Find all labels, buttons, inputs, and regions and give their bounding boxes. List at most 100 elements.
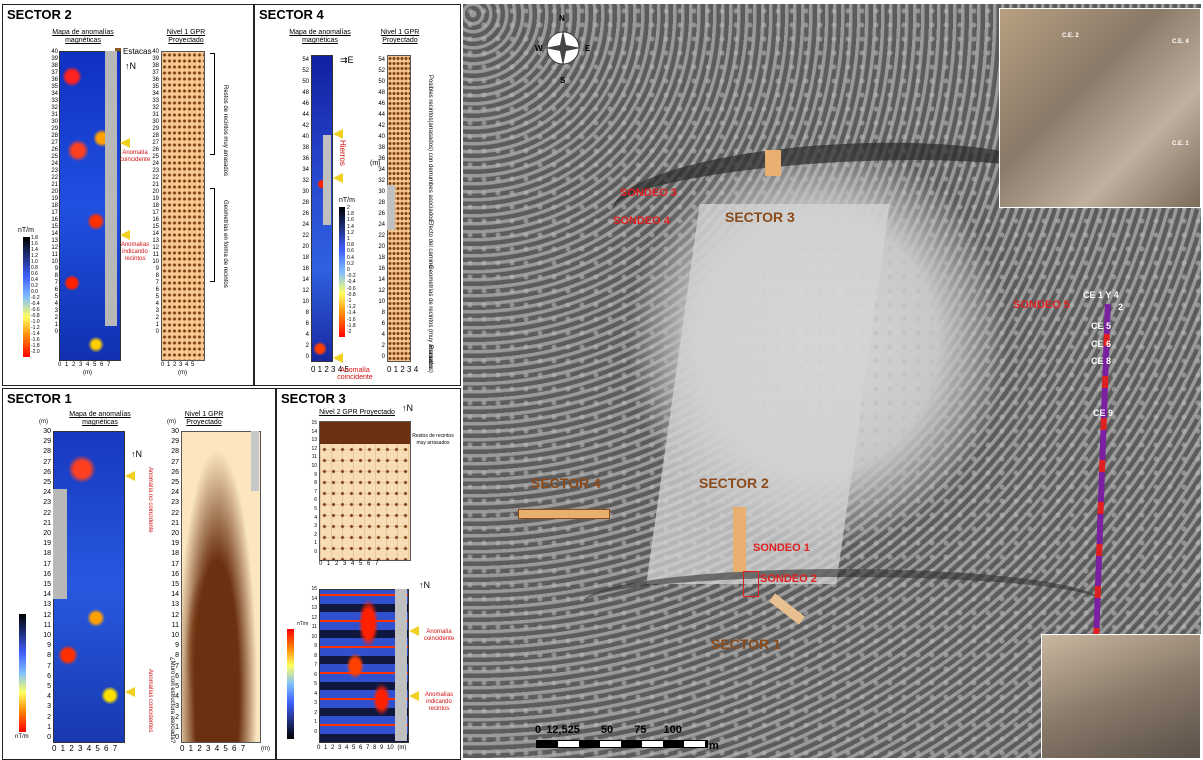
y-tick: 8 [155,273,159,279]
y-tick: 16 [302,266,309,272]
y-tick: 7 [47,662,51,670]
y-tick: 3 [314,523,317,530]
y-tick: 15 [152,224,159,230]
y-tick: 25 [152,154,159,160]
y-tick: 10 [311,633,317,640]
scale-tick: -0.2 [347,273,356,280]
scale-tick: -0.4 [347,279,356,286]
scale-tick: -0.4 [31,301,40,307]
y-tick: 15 [311,586,317,592]
y-tick: 3 [175,703,179,711]
y-tick: 32 [378,178,385,184]
sector1-gpr-unit: (m) [167,419,176,425]
y-tick: 9 [47,642,51,650]
scale-tick: -0.6 [347,285,356,292]
sector3-arrow-2 [409,691,419,701]
y-tick: 30 [171,428,179,435]
y-tick: 28 [43,448,51,456]
y-tick: 8 [305,310,309,316]
excavation-photo-top: C.E. 2 C.E. 4 C.E. 1 [999,8,1201,208]
y-tick: 24 [302,222,309,228]
y-tick: 17 [51,210,58,216]
y-tick: 14 [171,591,179,599]
sector4-title: SECTOR 4 [259,7,324,22]
sector4-arrow-anomalia [333,353,343,363]
scale-labels: 0 12,525 50 75 100 [535,724,682,736]
sector1-panel: SECTOR 1 Mapa de anomalías magnéticas Ni… [2,388,276,760]
y-tick: 16 [152,217,159,223]
y-tick: 4 [175,693,179,701]
scale-tick: -0.8 [347,291,356,298]
sector1-arrow-1 [125,471,135,481]
sector4-gpr-note-4: Recintos [427,345,433,369]
y-tick: 13 [43,601,51,609]
y-tick: 13 [152,238,159,244]
sector4-panel: SECTOR 4 Mapa de anomalías magnéticas Ni… [254,4,461,386]
y-tick: 34 [51,91,58,97]
y-tick: 14 [302,277,309,283]
scale-tick: -1.6 [31,337,40,343]
y-tick: 19 [152,196,159,202]
sector2-gpr-map [161,51,205,361]
y-tick: 44 [378,112,385,118]
y-tick: 32 [302,178,309,184]
y-tick: 0 [155,329,159,335]
y-tick: 34 [378,167,385,173]
y-tick: 31 [51,112,58,118]
sector4-note-1: Anomalía coincidente [337,367,373,381]
y-tick: 5 [54,294,58,300]
sector3-mag-yticks: 15 14 13 12 11 10 9 8 7 6 5 4 3 2 1 0 [305,585,317,737]
y-tick: 4 [381,332,385,338]
sector1-gpr-note: ¿Muro con estructura asociada? [169,657,175,744]
sector4-arrow-hierros-1 [333,129,343,139]
y-tick: 22 [51,175,58,181]
north-arrow-icon: ↑N [125,61,136,71]
y-tick: 12 [311,445,317,452]
scale-tick: -0.6 [31,307,40,313]
sector4-gpr-note-1: Posibles recintos(arrasados) con derrumb… [427,75,433,222]
y-tick: 8 [54,273,58,279]
y-tick: 15 [43,581,51,589]
y-tick: 8 [314,480,317,487]
sector4-gpr-gray [387,185,395,230]
y-tick: 26 [302,211,309,217]
sector2-scale-unit: nT/m [18,227,34,234]
y-tick: 14 [43,591,51,599]
sector1-note-2: Anomalías coincidentes [147,669,153,733]
scale-tick: -1.6 [347,316,356,323]
y-tick: 22 [152,175,159,181]
scale-tick: 0.6 [347,248,354,255]
y-tick: 6 [381,321,385,327]
y-tick: 15 [51,224,58,230]
y-tick: 22 [171,509,179,517]
y-tick: 29 [152,126,159,132]
y-tick: 14 [378,277,385,283]
y-tick: 20 [302,244,309,250]
y-tick: 10 [171,632,179,640]
label-sector-4: SECTOR 4 [531,475,601,491]
y-tick: 20 [378,244,385,250]
y-tick: 13 [311,605,317,611]
y-tick: 27 [43,458,51,466]
y-tick: 6 [314,497,317,504]
label-sondeo-2: SONDEO 2 [760,573,817,585]
sector3-arrow-1 [409,626,419,636]
sector1-note-1: Anomalía no coincidente [147,467,153,533]
y-tick: 1 [54,322,58,328]
y-tick: 16 [378,266,385,272]
sector1-gpr-xunit: (m) [261,746,270,752]
y-tick: 11 [152,252,159,258]
y-tick: 2 [47,713,51,721]
y-tick: 4 [155,301,159,307]
terrace-bottom-edge [583,569,1103,637]
y-tick: 37 [152,70,159,76]
y-tick: 23 [152,168,159,174]
y-tick: 10 [302,299,309,305]
sector3-colorbar [287,629,294,739]
label-ce-2: 2 [1118,302,1124,312]
y-tick: 2 [54,315,58,321]
y-tick: 10 [311,462,317,469]
sector4-mag-xticks: 0 1 2 3 4 5 [311,365,349,374]
scale-tick: -1.4 [347,310,356,317]
sector4-gpr-note-2: Efecto del camino [427,220,433,268]
